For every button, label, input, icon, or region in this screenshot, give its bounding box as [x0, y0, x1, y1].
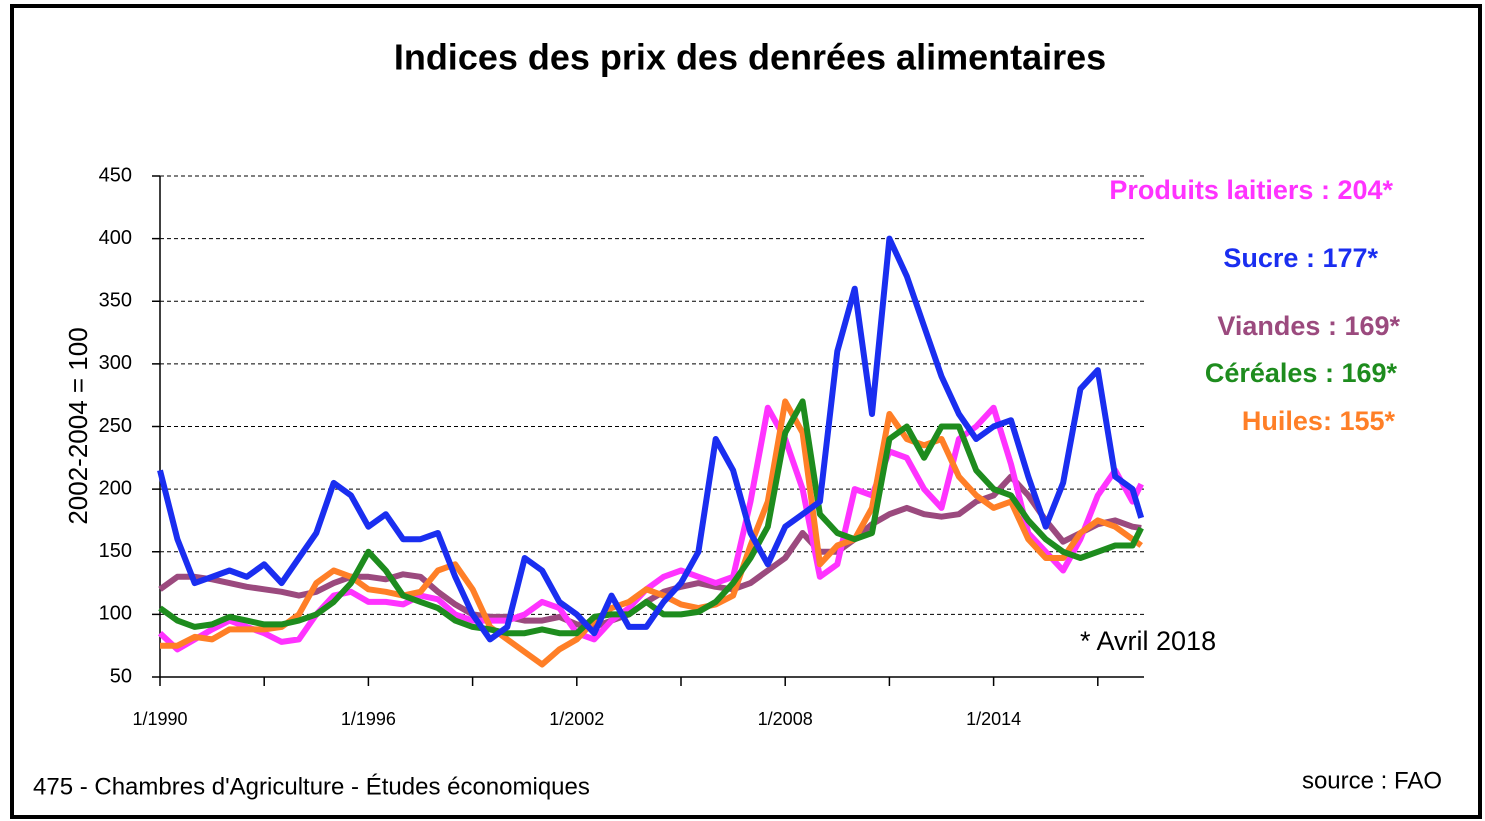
frame: [10, 4, 1482, 819]
y-tick-label: 150: [99, 540, 132, 562]
y-tick-label: 450: [99, 164, 132, 186]
series-line: [158, 398, 1144, 637]
series-line: [157, 235, 1145, 643]
x-tick-label: 1/2008: [758, 709, 813, 729]
x-tick-label: 1/2002: [549, 709, 604, 729]
series-line: [160, 398, 1143, 668]
legend-entry: Viandes : 169*: [1217, 311, 1400, 341]
footer: 475 - Chambres d'Agriculture - Études éc…: [33, 773, 590, 800]
annotation: * Avril 2018: [1080, 626, 1216, 656]
chart-title: Indices des prix des denrées alimentaire…: [394, 37, 1106, 78]
y-tick-label: 50: [110, 665, 132, 687]
y-tick-label: 400: [99, 227, 132, 249]
y-tick-label: 100: [99, 603, 132, 625]
y-axis-label: 2002-2004 = 100: [63, 327, 93, 524]
y-tick-label: 200: [99, 477, 132, 499]
legend-entry: Huiles: 155*: [1242, 406, 1396, 436]
source: source : FAO: [1302, 767, 1442, 794]
legend-entry: Céréales : 169*: [1205, 358, 1398, 388]
y-tick-label: 350: [99, 290, 132, 312]
x-tick-label: 1/1990: [132, 709, 187, 729]
x-tick-label: 1/1996: [341, 709, 396, 729]
legend-entry: Produits laitiers : 204*: [1109, 175, 1393, 205]
x-tick-label: 1/2014: [966, 709, 1021, 729]
y-tick-label: 300: [99, 352, 132, 374]
y-tick-label: 250: [99, 415, 132, 437]
legend-entry: Sucre : 177*: [1223, 243, 1378, 273]
